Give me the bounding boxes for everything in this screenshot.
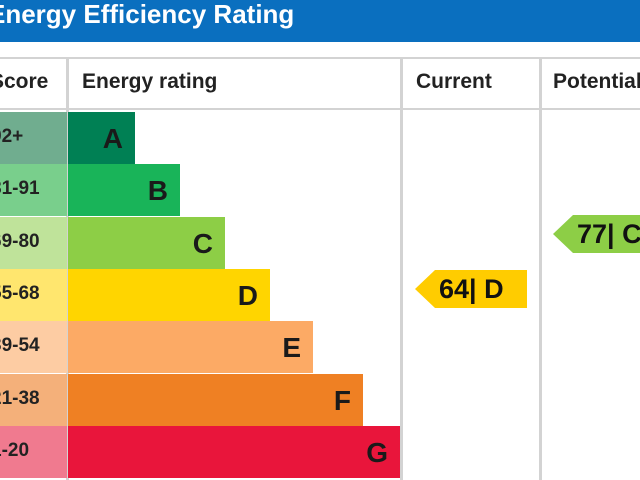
rating-letter: G xyxy=(366,436,388,468)
column-divider xyxy=(66,57,69,480)
rating-bar-b: B xyxy=(68,164,180,217)
score-range: 1-20 xyxy=(0,439,30,461)
rating-bar-c: C xyxy=(68,216,225,269)
score-cell-b: 81-91 xyxy=(0,164,67,217)
potential-rating-arrow: 77| C xyxy=(553,215,640,253)
score-cell-f: 21-38 xyxy=(0,373,67,426)
current-rating-label: 64| D xyxy=(439,274,504,304)
header-energy-rating: Energy rating xyxy=(82,70,218,93)
rating-letter: C xyxy=(192,227,213,259)
chart-title: Energy Efficiency Rating xyxy=(0,0,295,29)
rating-bar-d: D xyxy=(68,268,270,321)
score-cell-d: 55-68 xyxy=(0,268,67,321)
column-divider xyxy=(539,57,542,480)
rating-letter: A xyxy=(102,123,123,154)
score-range: 92+ xyxy=(0,126,24,147)
divider xyxy=(0,57,640,59)
header-score: Score xyxy=(0,70,49,93)
rating-bar-f: F xyxy=(68,373,363,426)
rating-letter: E xyxy=(282,332,301,364)
score-cell-a: 92+ xyxy=(0,112,67,164)
rating-bar-e: E xyxy=(68,321,313,374)
score-cell-e: 39-54 xyxy=(0,321,67,374)
score-range: 39-54 xyxy=(0,335,40,357)
column-divider xyxy=(400,57,403,480)
header-potential: Potential xyxy=(553,70,640,93)
potential-rating-label: 77| C xyxy=(577,219,640,249)
header-current: Current xyxy=(416,70,492,93)
score-cell-c: 69-80 xyxy=(0,216,67,269)
rating-letter: B xyxy=(147,175,168,207)
rating-bar-g: G xyxy=(68,425,400,478)
score-range: 69-80 xyxy=(0,230,40,252)
score-cell-g: 1-20 xyxy=(0,425,67,478)
rating-bar-a: A xyxy=(68,112,135,164)
divider xyxy=(0,108,640,110)
title-bar: Energy Efficiency Rating xyxy=(0,0,640,42)
score-range: 81-91 xyxy=(0,178,40,200)
current-rating-arrow: 64| D xyxy=(415,270,527,308)
score-range: 21-38 xyxy=(0,387,40,409)
rating-letter: F xyxy=(333,384,351,416)
score-range: 55-68 xyxy=(0,282,40,304)
rating-letter: D xyxy=(237,279,258,311)
